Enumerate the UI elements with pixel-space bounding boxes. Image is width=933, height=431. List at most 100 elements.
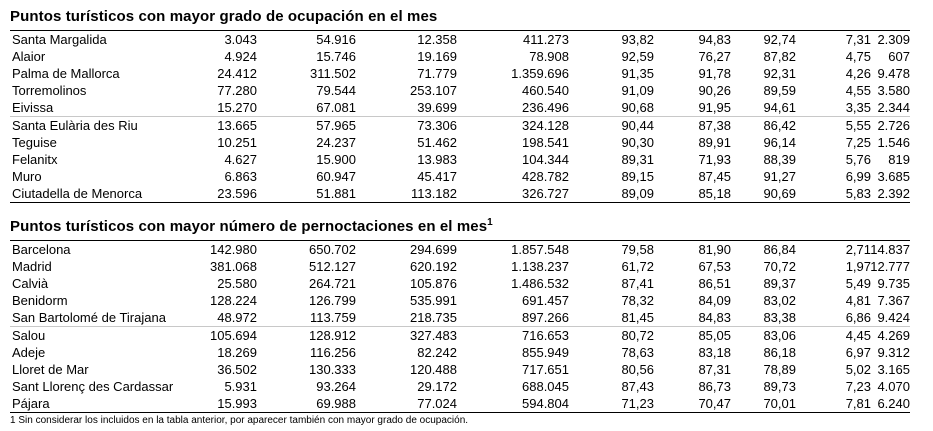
value-col-3: 29.172 xyxy=(417,379,457,394)
value-col-8: 4,55 xyxy=(845,83,871,98)
value-col-8: 7,31 xyxy=(845,32,871,47)
value-col-9: 3.685 xyxy=(877,169,910,184)
value-col-2: 60.947 xyxy=(316,169,356,184)
value-col-5: 90,68 xyxy=(621,100,654,115)
value-col-8: 3,35 xyxy=(845,100,871,115)
value-col-1: 128.224 xyxy=(210,293,257,308)
value-col-6: 85,05 xyxy=(698,328,731,343)
value-col-6: 83,18 xyxy=(698,345,731,360)
value-col-1: 142.980 xyxy=(210,242,257,257)
value-col-6: 87,31 xyxy=(698,362,731,377)
value-col-4: 717.651 xyxy=(522,362,569,377)
value-col-9: 4.070 xyxy=(877,379,910,394)
value-col-5: 80,56 xyxy=(621,362,654,377)
value-col-2: 67.081 xyxy=(316,100,356,115)
value-col-2: 512.127 xyxy=(309,259,356,274)
value-col-4: 1.857.548 xyxy=(511,242,569,257)
place-name: Benidorm xyxy=(12,293,68,308)
value-col-7: 90,69 xyxy=(763,186,796,201)
value-col-3: 535.991 xyxy=(410,293,457,308)
value-col-4: 460.540 xyxy=(522,83,569,98)
value-col-2: 79.544 xyxy=(316,83,356,98)
value-col-2: 24.237 xyxy=(316,135,356,150)
value-col-4: 897.266 xyxy=(522,310,569,325)
place-name: Eivissa xyxy=(12,100,54,115)
value-col-8: 5,76 xyxy=(845,152,871,167)
value-col-5: 90,44 xyxy=(621,118,654,133)
value-col-2: 311.502 xyxy=(309,66,356,81)
value-col-6: 91,95 xyxy=(698,100,731,115)
table-row: Sant Llorenç des Cardassar 5.931 93.264 29.… xyxy=(10,378,910,395)
section-title-occupancy: Puntos turísticos con mayor grado de ocu… xyxy=(10,8,437,25)
value-col-5: 92,59 xyxy=(621,49,654,64)
section-title-text: Puntos turísticos con mayor grado de ocu… xyxy=(10,8,438,25)
table-row: Alaior 4.924 15.746 19.169 78.908 92,59 76,27 8… xyxy=(10,48,910,65)
value-col-8: 4,45 xyxy=(845,328,871,343)
table-row: Santa Margalida 3.043 54.916 12.358 411.273 9… xyxy=(10,30,910,48)
value-col-3: 39.699 xyxy=(417,100,457,115)
table-row: Barcelona 142.980 650.702 294.699 1.857.548 7… xyxy=(10,240,910,258)
value-col-4: 198.541 xyxy=(522,135,569,150)
value-col-2: 650.702 xyxy=(309,242,356,257)
value-col-4: 1.486.532 xyxy=(511,276,569,291)
value-col-9: 3.165 xyxy=(877,362,910,377)
value-col-6: 86,73 xyxy=(698,379,731,394)
value-col-7: 83,06 xyxy=(763,328,796,343)
table-row: Benidorm 128.224 126.799 535.991 691.457 78,3… xyxy=(10,292,910,309)
value-col-6: 70,47 xyxy=(698,396,731,411)
value-col-2: 116.256 xyxy=(309,345,356,360)
value-col-1: 15.270 xyxy=(217,100,257,115)
value-col-7: 91,27 xyxy=(763,169,796,184)
value-col-3: 105.876 xyxy=(410,276,457,291)
place-name: Ciutadella de Menorca xyxy=(12,186,143,201)
value-col-1: 381.068 xyxy=(210,259,257,274)
place-name: Muro xyxy=(12,169,42,184)
value-col-4: 411.273 xyxy=(522,32,569,47)
overnight-table: Barcelona 142.980 650.702 294.699 1.857.548 7… xyxy=(10,240,910,413)
table-row: Palma de Mallorca 24.412 311.502 71.779 1.35… xyxy=(10,65,910,82)
value-col-6: 87,38 xyxy=(698,118,731,133)
value-col-8: 5,83 xyxy=(845,186,871,201)
value-col-7: 86,42 xyxy=(763,118,796,133)
value-col-5: 78,63 xyxy=(621,345,654,360)
value-col-4: 1.138.237 xyxy=(511,259,569,274)
place-name: Felanitx xyxy=(12,152,58,167)
value-col-7: 89,73 xyxy=(763,379,796,394)
value-col-4: 855.949 xyxy=(522,345,569,360)
value-col-9: 7.367 xyxy=(877,293,910,308)
value-col-7: 94,61 xyxy=(763,100,796,115)
value-col-2: 128.912 xyxy=(309,328,356,343)
value-col-5: 71,23 xyxy=(621,396,654,411)
place-name: Barcelona xyxy=(12,242,71,257)
value-col-8: 7,23 xyxy=(845,379,871,394)
value-col-5: 87,43 xyxy=(621,379,654,394)
value-col-6: 84,83 xyxy=(698,310,731,325)
value-col-6: 76,27 xyxy=(698,49,731,64)
value-col-9: 14.837 xyxy=(870,242,910,257)
value-col-9: 2.344 xyxy=(877,100,910,115)
value-col-7: 83,02 xyxy=(763,293,796,308)
section-title-text: Puntos turísticos con mayor número de pe… xyxy=(10,218,488,235)
value-col-7: 92,74 xyxy=(763,32,796,47)
value-col-9: 2.309 xyxy=(877,32,910,47)
value-col-6: 85,18 xyxy=(698,186,731,201)
value-col-8: 5,02 xyxy=(845,362,871,377)
value-col-9: 9.735 xyxy=(877,276,910,291)
value-col-1: 15.993 xyxy=(217,396,257,411)
footnote-marker: 1 xyxy=(487,217,493,228)
value-col-7: 70,01 xyxy=(763,396,796,411)
value-col-8: 5,49 xyxy=(845,276,871,291)
value-col-5: 89,09 xyxy=(621,186,654,201)
value-col-1: 105.694 xyxy=(210,328,257,343)
value-col-2: 113.759 xyxy=(309,310,356,325)
value-col-3: 51.462 xyxy=(417,135,457,150)
value-col-3: 253.107 xyxy=(410,83,457,98)
place-name: Santa Margalida xyxy=(12,32,107,47)
value-col-2: 54.916 xyxy=(316,32,356,47)
value-col-3: 19.169 xyxy=(417,49,457,64)
place-name: Pájara xyxy=(12,396,50,411)
value-col-9: 9.424 xyxy=(877,310,910,325)
value-col-5: 87,41 xyxy=(621,276,654,291)
value-col-5: 80,72 xyxy=(621,328,654,343)
